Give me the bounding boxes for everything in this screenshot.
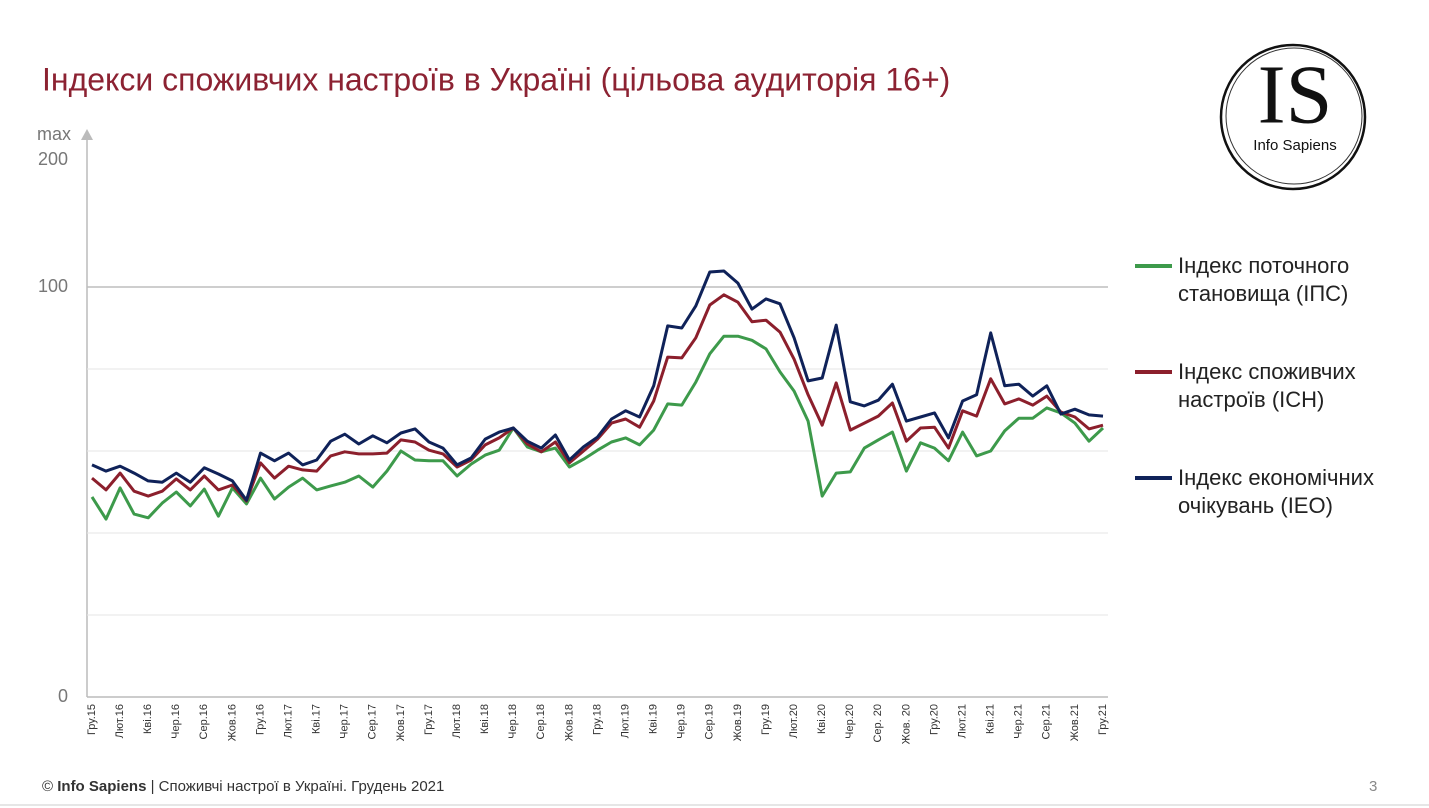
x-tick-label: Сер.21: [1041, 704, 1053, 739]
axis-arrow: [81, 129, 93, 140]
x-tick-label: Лют.20: [788, 704, 800, 738]
x-tick-label: Кві.17: [311, 704, 323, 734]
x-tick-label: Гру.16: [254, 704, 266, 735]
logo-mark: IS: [1258, 48, 1333, 141]
x-tick-label: Кві.20: [816, 704, 828, 734]
brand: Info Sapiens: [57, 778, 147, 795]
x-tick-label: Чер.17: [339, 704, 351, 739]
series-line: [91, 293, 1104, 503]
x-tick-label: Кві.16: [142, 704, 154, 734]
x-tick-label: Чер.18: [507, 704, 519, 739]
legend-label: Індекс економічних очікувань (ІЕО): [1178, 465, 1374, 518]
x-tick-label: Чер.16: [170, 704, 182, 739]
x-tick-label: Лют.17: [282, 704, 294, 738]
copyright: ©: [42, 778, 54, 795]
x-tick-label: Лют.18: [451, 704, 463, 738]
x-tick-label: Лют.16: [114, 704, 126, 738]
x-tick-label: Кві.21: [985, 704, 997, 734]
series-line: [91, 269, 1104, 502]
x-tick-label: Гру.17: [423, 704, 435, 735]
y-max-label: max: [37, 124, 71, 144]
x-tick-label: Сер.18: [535, 704, 547, 739]
x-tick-label: Чер.19: [676, 704, 688, 739]
x-tick-label: Жов.21: [1069, 704, 1081, 741]
logo: IS Info Sapiens: [1219, 43, 1367, 191]
x-tick-label: Сер. 20: [872, 704, 884, 743]
y-tick-label: 200: [38, 149, 68, 169]
x-tick-label: Гру.18: [591, 704, 603, 735]
x-tick-label: Лют.21: [956, 704, 968, 738]
x-tick-label: Жов. 20: [900, 704, 912, 744]
page-number: 3: [1369, 778, 1378, 795]
x-tick-label: Жов.16: [226, 704, 238, 741]
legend-label: Індекс поточного становища (ІПС): [1178, 253, 1350, 306]
x-tick-label: Лют.19: [619, 704, 631, 738]
logo-ring: [1225, 47, 1363, 185]
footer-text: | Споживчі настрої в Україні. Грудень 20…: [150, 778, 445, 795]
x-tick-label: Жов.19: [732, 704, 744, 741]
legend-label: Індекс споживчих настроїв (ІСН): [1178, 359, 1356, 412]
x-tick-label: Сер.19: [704, 704, 716, 739]
x-tick-label: Кві.19: [648, 704, 660, 734]
x-tick-label: Сер.17: [367, 704, 379, 739]
y-tick-label: 100: [38, 276, 68, 296]
x-tick-label: Чер.21: [1013, 704, 1025, 739]
chart-title: Індекси споживчих настроїв в Україні (ці…: [42, 61, 950, 97]
footer: © Info Sapiens | Споживчі настрої в Укра…: [42, 778, 444, 795]
x-tick-label: Сер.16: [198, 704, 210, 739]
x-tick-label: Гру.15: [86, 704, 98, 735]
series-line: [90, 334, 1105, 521]
x-tick-label: Гру.21: [1097, 704, 1109, 735]
logo-ring: [1219, 43, 1367, 191]
logo-name: Info Sapiens: [1253, 137, 1336, 154]
x-tick-label: Жов.17: [395, 704, 407, 741]
x-tick-label: Чер.20: [844, 704, 856, 739]
y-tick-label: 0: [58, 686, 68, 706]
x-tick-label: Жов.18: [563, 704, 575, 741]
x-tick-label: Кві.18: [479, 704, 491, 734]
x-tick-label: Гру.20: [928, 704, 940, 735]
x-tick-label: Гру.19: [760, 704, 772, 735]
